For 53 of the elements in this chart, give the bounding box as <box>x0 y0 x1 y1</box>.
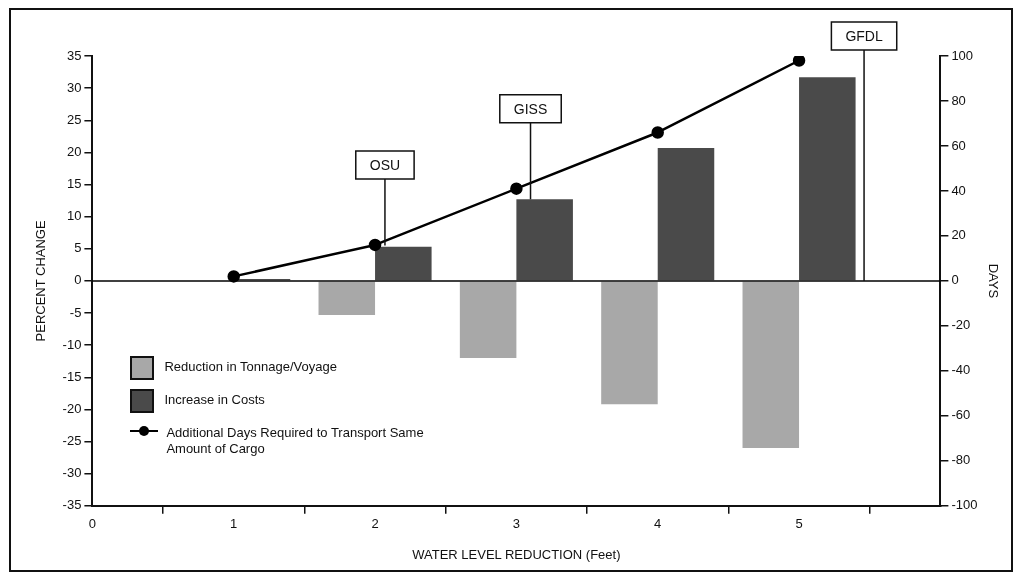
point <box>368 238 382 252</box>
x-axis-title: WATER LEVEL REDUCTION (Feet) <box>412 546 621 562</box>
bar <box>375 246 432 281</box>
point <box>651 126 664 139</box>
y-tick-label: 15 <box>66 176 82 192</box>
bar <box>742 281 800 448</box>
y-tick-label: -30 <box>62 465 82 481</box>
y-tick-label: -25 <box>62 433 82 449</box>
bar <box>459 281 517 359</box>
bar <box>601 281 658 405</box>
x-tick-label: 3 <box>512 516 520 532</box>
annotation: OSU <box>369 156 401 173</box>
y2-tick-label: 0 <box>951 272 959 288</box>
point <box>510 182 523 195</box>
x-tick-label: 5 <box>795 516 803 532</box>
y-tick-label: 35 <box>66 47 82 63</box>
bar <box>318 281 376 315</box>
y2-tick-label: 40 <box>951 182 966 198</box>
x-tick-label: 2 <box>371 516 379 532</box>
legend-label: Additional Days Required to Transport Same Amount of Cargo <box>166 423 425 457</box>
y-tick-label: -35 <box>62 497 82 513</box>
x-tick-label: 1 <box>230 516 238 532</box>
bar <box>799 77 856 281</box>
y2-tick-label: -40 <box>951 362 971 378</box>
x-tick-label: 0 <box>88 516 97 532</box>
annotation: GFDL <box>845 27 883 44</box>
y-tick-label: 0 <box>74 272 82 288</box>
y-tick-label: 5 <box>74 240 82 256</box>
x-tick-label: 4 <box>654 516 662 532</box>
annotation: GISS <box>513 100 548 117</box>
y-tick-label: 30 <box>66 79 82 95</box>
y2-tick-label: 80 <box>951 92 966 108</box>
legend-label: Reduction in Tonnage/Voyage <box>164 357 337 375</box>
y2-tick-label: 60 <box>951 137 966 153</box>
y2-axis-title: DAYS <box>985 263 1001 299</box>
y-tick-label: 20 <box>66 143 82 159</box>
y2-tick-label: -100 <box>951 497 978 513</box>
y-axis-title: PERCENT CHANGE <box>33 220 49 342</box>
y-tick-label: -5 <box>69 304 82 320</box>
y2-tick-label: 100 <box>951 47 974 63</box>
y-tick-label: -20 <box>62 400 82 416</box>
bar <box>516 199 573 281</box>
y-tick-label: 25 <box>66 111 82 127</box>
bar <box>657 147 715 281</box>
y2-tick-label: 20 <box>951 227 966 243</box>
legend-label: Increase in Costs <box>164 390 265 408</box>
y-tick-label: -10 <box>62 336 82 352</box>
y-tick-label: 10 <box>66 208 82 224</box>
point <box>792 56 806 67</box>
y2-tick-label: -20 <box>951 317 971 333</box>
y2-tick-label: -60 <box>951 407 971 423</box>
y2-tick-label: -80 <box>951 452 971 468</box>
y-tick-label: -15 <box>62 368 82 384</box>
